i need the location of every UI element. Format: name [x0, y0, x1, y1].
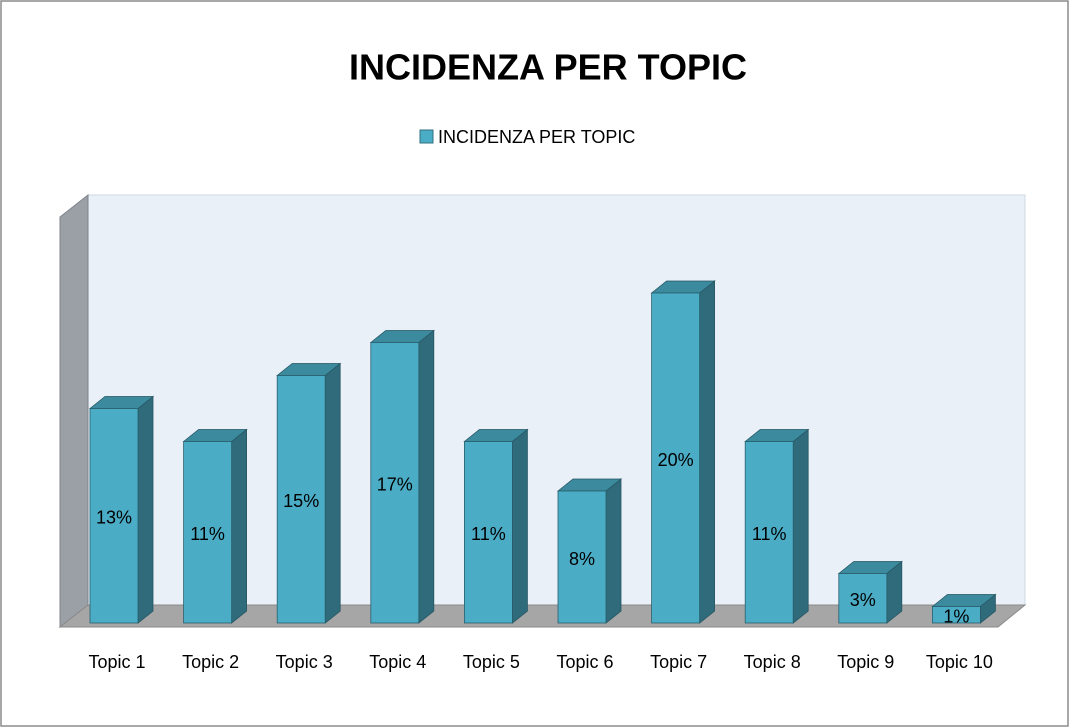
x-tick-label: Topic 5 [463, 652, 520, 672]
x-tick-label: Topic 9 [837, 652, 894, 672]
bar-front [651, 292, 700, 624]
bar-side [324, 362, 341, 624]
bar-front [744, 441, 794, 624]
x-tick-label: Topic 3 [276, 652, 333, 672]
bar [88, 395, 155, 624]
data-label: 3% [850, 590, 876, 610]
x-tick-label: Topic 4 [369, 652, 426, 672]
legend-swatch [419, 129, 434, 144]
x-tick-label: Topic 1 [88, 652, 145, 672]
x-tick-label: Topic 6 [556, 652, 613, 672]
bar [463, 428, 529, 624]
bar [931, 593, 997, 624]
data-label: 17% [377, 475, 413, 495]
data-label: 13% [96, 508, 132, 528]
side-wall [59, 193, 89, 629]
bar-front [89, 408, 139, 624]
bar [182, 428, 248, 624]
bar-side [792, 428, 809, 624]
bar [837, 560, 903, 624]
bar-front [276, 375, 326, 624]
data-label: 20% [658, 450, 694, 470]
data-label: 11% [752, 524, 787, 544]
legend: INCIDENZA PER TOPIC [419, 127, 635, 147]
data-label: 15% [283, 491, 319, 511]
bar-front [932, 606, 981, 624]
data-label: 1% [943, 607, 969, 627]
chart-title: INCIDENZA PER TOPIC [349, 47, 747, 88]
bar-front [463, 441, 513, 624]
data-label: 8% [569, 549, 595, 569]
x-tick-label: Topic 2 [182, 652, 239, 672]
data-label: 11% [190, 524, 225, 544]
x-tick-label: Topic 8 [744, 652, 801, 672]
bar-side [605, 478, 622, 624]
x-tick-label: Topic 7 [650, 652, 707, 672]
bar-front [838, 573, 888, 624]
bar [650, 280, 716, 624]
bar-side [699, 280, 715, 624]
bar [276, 362, 342, 624]
bar [556, 478, 623, 624]
data-label: 11% [471, 524, 506, 544]
bar-front [370, 342, 420, 624]
bar-side [137, 395, 154, 624]
bars [88, 280, 997, 624]
x-tick-label: Topic 10 [926, 652, 993, 672]
bar-front [557, 490, 607, 624]
labels: 13% Topic 1 11% Topic 2 15% Topic 3 17% Topic 4… [88, 450, 992, 672]
bar-side [418, 329, 435, 624]
bar-front [183, 441, 233, 624]
bar-side [231, 428, 248, 624]
bar [744, 428, 810, 624]
bar [369, 329, 435, 624]
bar-side [512, 428, 528, 624]
legend-label: INCIDENZA PER TOPIC [438, 127, 635, 147]
